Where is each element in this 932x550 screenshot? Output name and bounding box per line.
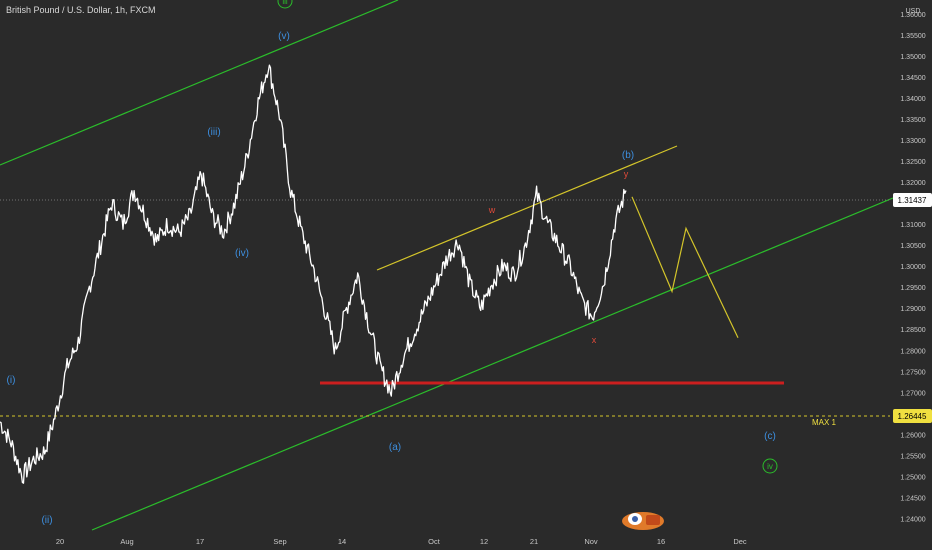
y-tick-label: 1.25000 (900, 474, 925, 481)
max-level-tag-bg (893, 409, 932, 423)
y-tick-label: 1.27000 (900, 390, 925, 397)
y-tick-label: 1.29000 (900, 306, 925, 313)
y-tick-label: 1.27500 (900, 369, 925, 376)
x-tick-label: 16 (657, 537, 665, 546)
axis-currency-label: USD (906, 8, 921, 15)
wave-circle-iv: iv (767, 462, 773, 471)
y-tick-label: 1.35000 (900, 54, 925, 61)
x-tick-label: Sep (273, 537, 286, 546)
wave-label-c: (c) (764, 431, 776, 442)
wave-label-i: (i) (7, 375, 16, 386)
x-tick-label: 20 (56, 537, 64, 546)
x-tick-label: 14 (338, 537, 346, 546)
y-tick-label: 1.26000 (900, 432, 925, 439)
y-tick-label: 1.29500 (900, 285, 925, 292)
wave-label-iii-minor: (iii) (207, 127, 220, 138)
price-series-line (0, 64, 627, 484)
projection-path[interactable] (631, 196, 739, 338)
wave-circle-iii-marker (277, 0, 293, 9)
last-price-tag: 1.31437 (898, 196, 927, 205)
x-tick-label: 21 (530, 537, 538, 546)
x-tick-label: Aug (120, 537, 133, 546)
wave-label-b: (b) (622, 150, 634, 161)
x-tick-label: Dec (733, 537, 747, 546)
yellow-channel-line[interactable] (376, 145, 678, 271)
symbol-title: British Pound / U.S. Dollar, 1h, FXCM (6, 5, 156, 15)
y-tick-label: 1.28500 (900, 327, 925, 334)
y-tick-label: 1.32000 (900, 180, 925, 187)
y-tick-label: 1.30000 (900, 264, 925, 271)
x-tick-label: 12 (480, 537, 488, 546)
y-tick-label: 1.32500 (900, 159, 925, 166)
wave-label-ii: (ii) (41, 515, 52, 526)
lower-green-channel-line[interactable] (91, 197, 894, 531)
last-price-tag-bg (893, 193, 932, 207)
wave-circle-iii: iii (282, 0, 288, 6)
y-tick-label: 1.33000 (900, 138, 925, 145)
y-tick-label: 1.36000 (900, 12, 925, 19)
minor-label-y: y (624, 169, 629, 179)
max-1-label: MAX 1 (812, 418, 837, 427)
tradingview-logo (622, 512, 664, 530)
y-tick-label: 1.24500 (900, 495, 925, 502)
max-level-tag: 1.26445 (898, 412, 927, 421)
y-tick-label: 1.28000 (900, 348, 925, 355)
wave-label-a: (a) (389, 442, 401, 453)
wave-label-iv-minor: (iv) (235, 248, 249, 259)
upper-green-channel-line[interactable] (0, 0, 399, 166)
y-tick-label: 1.33500 (900, 117, 925, 124)
minor-label-x: x (592, 335, 597, 345)
wave-label-v: (v) (278, 31, 290, 42)
y-tick-label: 1.31000 (900, 222, 925, 229)
time-axis[interactable]: 20 Aug 17 Sep 14 Oct 12 21 Nov 16 Dec (56, 537, 747, 546)
wave-circle-iv-marker (762, 458, 778, 474)
x-tick-label: Nov (584, 537, 598, 546)
minor-label-w: w (488, 205, 496, 215)
x-tick-label: Oct (428, 537, 441, 546)
y-tick-label: 1.34000 (900, 96, 925, 103)
y-tick-label: 1.30500 (900, 243, 925, 250)
y-tick-label: 1.35500 (900, 33, 925, 40)
x-tick-label: 17 (196, 537, 204, 546)
y-tick-label: 1.25500 (900, 453, 925, 460)
y-tick-label: 1.24000 (900, 516, 925, 523)
y-tick-label: 1.34500 (900, 75, 925, 82)
